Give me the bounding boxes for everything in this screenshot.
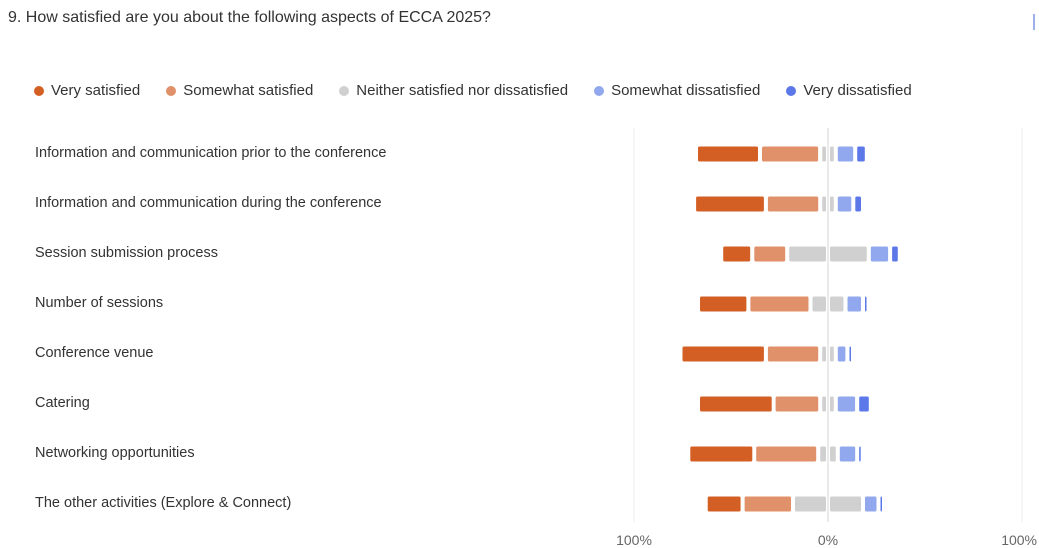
legend-swatch: [339, 85, 350, 96]
bar-very-dissatisfied: [859, 446, 861, 462]
row-label: The other activities (Explore & Connect): [35, 495, 292, 511]
legend-item-very-satisfied[interactable]: Very satisfied: [34, 82, 140, 99]
bar-neither-satisfied-nor-dissatisfied: [830, 146, 834, 162]
bar-somewhat-dissatisfied: [837, 346, 846, 362]
bar-somewhat-dissatisfied: [839, 446, 856, 462]
bar-neither-satisfied-nor-dissatisfied: [830, 346, 834, 362]
bar-somewhat-dissatisfied: [837, 396, 856, 412]
legend-swatch: [34, 85, 44, 96]
bar-very-satisfied: [707, 496, 741, 512]
legend-label: Neither satisfied nor dissatisfied: [356, 82, 569, 99]
bar-very-dissatisfied: [892, 246, 898, 262]
bar-neither-satisfied-nor-dissatisfied: [830, 446, 836, 462]
row-label: Information and communication during the…: [35, 195, 382, 211]
legend-item-very-dissatisfied[interactable]: Very dissatisfied: [786, 82, 912, 99]
legend-label: Somewhat satisfied: [183, 82, 314, 99]
bar-very-satisfied: [698, 146, 758, 162]
bar-neither-satisfied-nor-dissatisfied: [822, 346, 826, 362]
row-label: Networking opportunities: [35, 445, 195, 461]
bar-neither-satisfied-nor-dissatisfied: [830, 396, 834, 412]
corner-mark: [1033, 14, 1035, 30]
bar-very-dissatisfied: [865, 296, 867, 312]
bar-somewhat-dissatisfied: [837, 146, 854, 162]
bar-somewhat-satisfied: [767, 196, 819, 212]
bar-neither-satisfied-nor-dissatisfied: [822, 146, 826, 162]
bar-somewhat-satisfied: [754, 246, 786, 262]
row-label: Information and communication prior to t…: [35, 145, 387, 161]
bar-somewhat-dissatisfied: [870, 246, 889, 262]
bar-somewhat-satisfied: [762, 146, 819, 162]
bar-neither-satisfied-nor-dissatisfied: [830, 246, 867, 262]
row-label: Number of sessions: [35, 295, 164, 311]
bar-very-satisfied: [723, 246, 751, 262]
legend-label: Very satisfied: [51, 82, 141, 99]
chart-legend: Very satisfied Somewhat satisfied Neither …: [34, 82, 938, 99]
row-label: Conference venue: [35, 345, 154, 361]
legend-item-neither-satisfied-nor-dissatisfied[interactable]: Neither satisfied nor dissatisfied: [339, 82, 568, 99]
row-label: Catering: [35, 395, 90, 411]
bar-somewhat-satisfied: [744, 496, 791, 512]
bar-very-dissatisfied: [855, 196, 861, 212]
bar-very-dissatisfied: [857, 146, 865, 162]
bar-neither-satisfied-nor-dissatisfied: [789, 246, 826, 262]
bar-very-dissatisfied: [859, 396, 869, 412]
bar-neither-satisfied-nor-dissatisfied: [822, 396, 826, 412]
bar-very-satisfied: [700, 296, 747, 312]
legend-item-somewhat-dissatisfied[interactable]: Somewhat dissatisfied: [594, 82, 760, 99]
bar-very-satisfied: [682, 346, 764, 362]
bar-neither-satisfied-nor-dissatisfied: [822, 196, 826, 212]
legend-swatch: [786, 85, 797, 96]
bar-neither-satisfied-nor-dissatisfied: [830, 496, 861, 512]
bar-neither-satisfied-nor-dissatisfied: [812, 296, 826, 312]
question-title: 9. How satisfied are you about the follo…: [8, 9, 491, 26]
x-tick-label: 100%: [616, 532, 652, 548]
row-label: Session submission process: [35, 245, 218, 261]
x-tick-label: 0%: [817, 532, 839, 548]
legend-label: Very dissatisfied: [803, 82, 912, 99]
bar-very-dissatisfied: [880, 496, 882, 512]
bar-very-satisfied: [690, 446, 753, 462]
bar-somewhat-dissatisfied: [837, 196, 852, 212]
bar-somewhat-dissatisfied: [847, 296, 861, 312]
bar-very-dissatisfied: [849, 346, 851, 362]
bar-very-satisfied: [700, 396, 772, 412]
bar-somewhat-dissatisfied: [865, 496, 877, 512]
bar-somewhat-satisfied: [775, 396, 819, 412]
bar-somewhat-satisfied: [756, 446, 817, 462]
legend-swatch: [166, 85, 177, 96]
bar-somewhat-satisfied: [767, 346, 819, 362]
bar-neither-satisfied-nor-dissatisfied: [795, 496, 826, 512]
x-tick-label: 100%: [1001, 532, 1037, 548]
bar-somewhat-satisfied: [750, 296, 809, 312]
legend-swatch: [594, 85, 605, 96]
legend-label: Somewhat dissatisfied: [611, 82, 761, 99]
bar-very-satisfied: [696, 196, 764, 212]
bar-neither-satisfied-nor-dissatisfied: [830, 196, 834, 212]
legend-item-somewhat-satisfied[interactable]: Somewhat satisfied: [166, 82, 313, 99]
bar-neither-satisfied-nor-dissatisfied: [830, 296, 844, 312]
bar-neither-satisfied-nor-dissatisfied: [820, 446, 826, 462]
